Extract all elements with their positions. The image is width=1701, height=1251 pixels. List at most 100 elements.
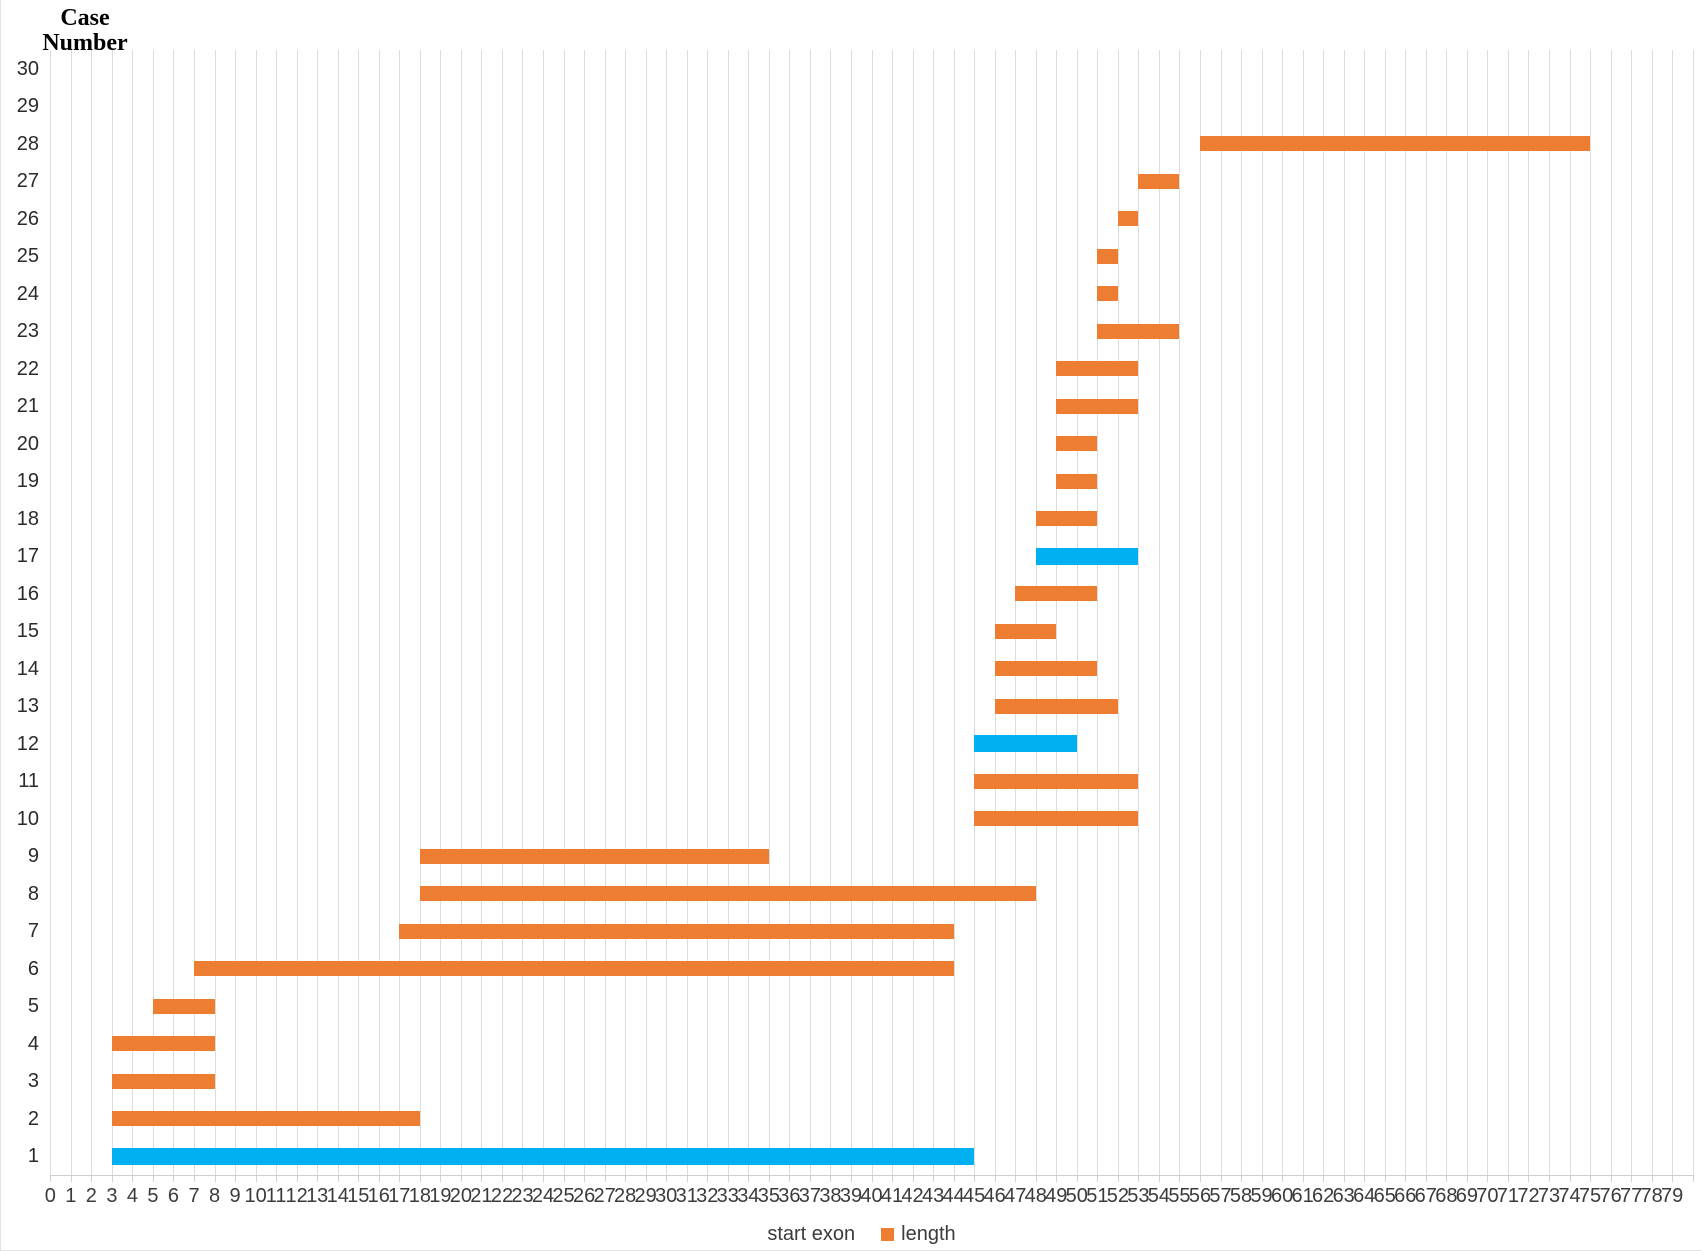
x-axis-tick <box>850 1175 852 1182</box>
gridline <box>419 50 421 1175</box>
y-axis-label: 11 <box>18 770 39 793</box>
y-axis-label: 9 <box>27 845 39 868</box>
x-axis-tick <box>1302 1175 1304 1182</box>
x-axis-tick <box>1076 1175 1078 1182</box>
x-axis-tick <box>337 1175 339 1182</box>
x-tick-label: 10 <box>244 1185 267 1207</box>
x-axis-tick <box>604 1175 606 1182</box>
x-axis-tick <box>440 1175 442 1182</box>
x-axis-tick <box>707 1175 709 1182</box>
legend: start exon length <box>1 1219 1701 1249</box>
x-tick-label: 39 <box>839 1185 863 1207</box>
x-axis-tick <box>871 1175 873 1182</box>
y-axis-label: 25 <box>16 245 39 268</box>
gridline <box>789 50 791 1175</box>
x-axis-tick <box>152 1175 154 1182</box>
gridline <box>1466 50 1468 1175</box>
x-axis-tick <box>296 1175 298 1182</box>
x-tick-label: 1 <box>65 1185 77 1207</box>
x-tick-label: 49 <box>1045 1185 1068 1207</box>
gridline <box>255 50 257 1175</box>
x-tick-label: 66 <box>1394 1185 1417 1207</box>
start-exon-swatch <box>747 1227 761 1241</box>
x-tick-label: 40 <box>860 1185 883 1207</box>
x-tick-label: 46 <box>983 1185 1006 1207</box>
gridline <box>1548 50 1550 1175</box>
gridline <box>563 50 565 1175</box>
y-axis-label: 20 <box>16 432 39 455</box>
gridline <box>317 50 319 1175</box>
x-axis-tick <box>974 1175 976 1182</box>
x-axis-tick <box>1384 1175 1386 1182</box>
x-tick-label: 65 <box>1373 1185 1396 1207</box>
x-axis-tick <box>1507 1175 1509 1182</box>
gridline <box>625 50 627 1175</box>
x-tick-label: 56 <box>1188 1185 1212 1207</box>
y-axis-label: 21 <box>16 395 39 418</box>
gridline <box>830 50 832 1175</box>
x-tick-label: 11 <box>265 1185 287 1207</box>
x-axis-tick <box>378 1175 380 1182</box>
x-tick-label: 34 <box>737 1185 760 1207</box>
x-tick-label: 53 <box>1127 1185 1150 1207</box>
x-axis-tick <box>1097 1175 1099 1182</box>
x-axis-tick <box>727 1175 729 1182</box>
x-axis-tick <box>317 1175 319 1182</box>
case-15-bar <box>994 623 1057 639</box>
gridline <box>933 50 935 1175</box>
y-axis-label: 27 <box>16 170 39 193</box>
gridline <box>1487 50 1489 1175</box>
gridline <box>543 50 545 1175</box>
x-axis-tick <box>1692 1175 1694 1182</box>
gridline <box>460 50 462 1175</box>
gridline <box>1015 50 1017 1175</box>
x-axis-tick <box>1590 1175 1592 1182</box>
y-axis-label: 23 <box>16 320 39 343</box>
y-axis-title-line2: Number <box>42 30 128 56</box>
x-axis-tick <box>768 1175 770 1182</box>
gridline <box>1138 50 1140 1175</box>
x-tick-label: 28 <box>614 1185 637 1207</box>
gridline <box>1241 50 1243 1175</box>
x-tick-label: 41 <box>880 1185 904 1207</box>
case-14-bar <box>994 661 1098 677</box>
gridline <box>1220 50 1222 1175</box>
gridline <box>235 50 237 1175</box>
x-axis-tick <box>214 1175 216 1182</box>
gridline <box>358 50 360 1175</box>
y-axis-label: 8 <box>27 882 39 905</box>
x-tick-label: 73 <box>1537 1185 1561 1207</box>
x-tick-label: 38 <box>819 1185 842 1207</box>
x-tick-label: 55 <box>1168 1185 1191 1207</box>
x-axis-tick <box>1179 1175 1181 1182</box>
x-tick-label: 27 <box>593 1185 616 1207</box>
x-tick-label: 54 <box>1147 1185 1171 1207</box>
x-axis-tick <box>173 1175 175 1182</box>
length-legend-label: length <box>901 1222 956 1245</box>
gridline <box>1507 50 1509 1175</box>
x-tick-label: 9 <box>229 1185 241 1207</box>
gridline <box>1179 50 1181 1175</box>
x-tick-label: 64 <box>1353 1185 1376 1207</box>
gridline <box>1343 50 1345 1175</box>
gridline <box>173 50 175 1175</box>
x-tick-label: 36 <box>778 1185 801 1207</box>
x-axis-tick <box>276 1175 278 1182</box>
gridline <box>768 50 770 1175</box>
gridline <box>1672 50 1674 1175</box>
x-axis-tick <box>91 1175 93 1182</box>
y-axis-label: 10 <box>16 807 39 830</box>
x-tick-label: 20 <box>449 1185 473 1207</box>
gridline <box>522 50 524 1175</box>
x-tick-label: 62 <box>1312 1185 1335 1207</box>
x-tick-label: 50 <box>1065 1185 1088 1207</box>
gridline <box>1056 50 1058 1175</box>
gridline <box>1097 50 1099 1175</box>
x-tick-label: 68 <box>1435 1185 1458 1207</box>
x-axis-tick <box>1015 1175 1017 1182</box>
start-exon-legend-label: start exon <box>767 1222 856 1245</box>
gridline <box>974 50 976 1175</box>
x-axis-tick <box>1364 1175 1366 1182</box>
case-10-bar <box>974 811 1139 827</box>
